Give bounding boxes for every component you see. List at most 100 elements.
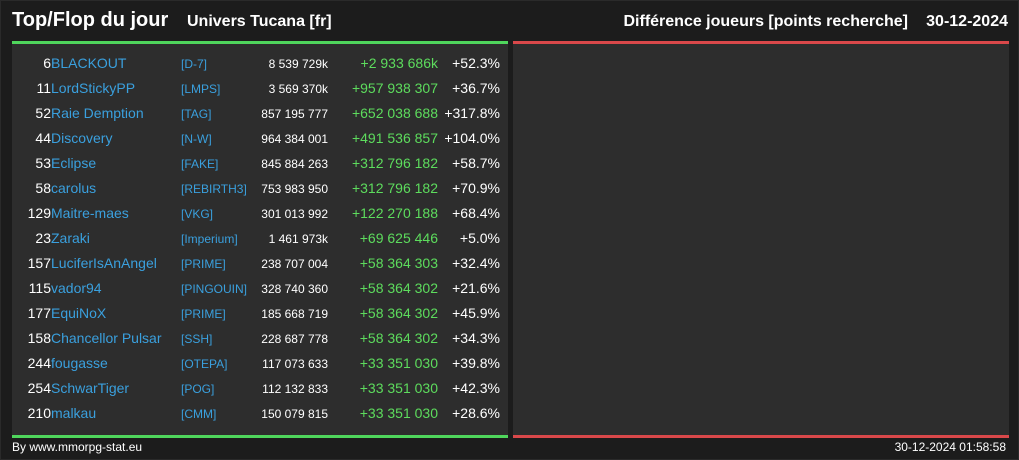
player-name-link[interactable]: malkau [51, 405, 97, 421]
alliance-tag-link[interactable]: [POG] [181, 382, 215, 396]
points-difference: +312 796 182 [351, 155, 438, 171]
player-name-link[interactable]: Eclipse [51, 155, 97, 171]
points-difference: +122 270 188 [351, 205, 438, 221]
player-rank: 254 [27, 380, 51, 396]
alliance-tag-link[interactable]: [N-W] [181, 132, 212, 146]
percent-change: +58.7% [452, 155, 500, 171]
player-points: 1 461 973k [268, 232, 328, 246]
points-difference: +33 351 030 [359, 380, 438, 396]
player-rank: 6 [43, 55, 51, 71]
player-points: 112 132 833 [262, 382, 328, 396]
player-row: 52 Raie Demption [TAG] 857 195 777 +652 038 … [12, 101, 508, 126]
alliance-tag-link[interactable]: [TAG] [181, 107, 212, 121]
percent-change: +32.4% [452, 255, 500, 271]
player-name-link[interactable]: Zaraki [51, 230, 90, 246]
player-points: 150 079 815 [261, 407, 328, 421]
alliance-tag-link[interactable]: [VKG] [181, 207, 214, 221]
alliance-tag-link[interactable]: [CMM] [181, 407, 217, 421]
player-points: 301 013 992 [261, 207, 328, 221]
percent-change: +28.6% [452, 405, 500, 421]
player-name-link[interactable]: BLACKOUT [51, 55, 127, 71]
header: Top/Flop du jour Univers Tucana [fr] Dif… [1, 1, 1019, 41]
player-row: 53 Eclipse [FAKE] 845 884 263 +312 796 182 +5… [12, 151, 508, 176]
player-name-link[interactable]: Maitre-maes [51, 205, 129, 221]
points-difference: +957 938 307 [351, 80, 438, 96]
player-row: 210 malkau [CMM] 150 079 815 +33 351 030 +28.… [12, 401, 508, 426]
player-points: 238 707 004 [261, 257, 328, 271]
player-name-link[interactable]: Discovery [51, 130, 113, 146]
player-row: 254 SchwarTiger [POG] 112 132 833 +33 351 03… [12, 376, 508, 401]
percent-change: +36.7% [452, 80, 500, 96]
player-points: 753 983 950 [261, 182, 328, 196]
player-row: 115 vador94 [PINGOUIN] 328 740 360 +58 364 3… [12, 276, 508, 301]
player-rank: 244 [27, 355, 51, 371]
universe-label: Univers Tucana [fr] [187, 13, 332, 30]
alliance-tag-link[interactable]: [Imperium] [181, 232, 238, 246]
alliance-tag-link[interactable]: [OTEPA] [181, 357, 228, 371]
percent-change: +34.3% [452, 330, 500, 346]
player-row: 58 carolus [REBIRTH3] 753 983 950 +312 796 1… [12, 176, 508, 201]
points-difference: +652 038 688 [351, 105, 438, 121]
player-name-link[interactable]: Chancellor Pulsar [51, 330, 162, 346]
points-difference: +491 536 857 [351, 130, 438, 146]
player-rank: 177 [27, 305, 51, 321]
player-rank: 52 [35, 105, 51, 121]
player-name-link[interactable]: carolus [51, 180, 97, 196]
player-points: 328 740 360 [261, 282, 328, 296]
player-name-link[interactable]: Raie Demption [51, 105, 144, 121]
points-difference: +58 364 303 [359, 255, 438, 271]
points-difference: +2 933 686k [360, 55, 438, 71]
player-points: 845 884 263 [261, 157, 328, 171]
site-credit[interactable]: By www.mmorpg-stat.eu [12, 440, 143, 454]
player-points: 857 195 777 [261, 107, 328, 121]
alliance-tag-link[interactable]: [FAKE] [181, 157, 219, 171]
player-points: 964 384 001 [261, 132, 328, 146]
alliance-tag-link[interactable]: [LMPS] [181, 82, 221, 96]
player-name-link[interactable]: SchwarTiger [51, 380, 130, 396]
player-name-link[interactable]: LordStickyPP [51, 80, 136, 96]
player-name-link[interactable]: EquiNoX [51, 305, 107, 321]
alliance-tag-link[interactable]: [REBIRTH3] [181, 182, 247, 196]
player-row: 23 Zaraki [Imperium] 1 461 973k +69 625 446 +… [12, 226, 508, 251]
percent-change: +52.3% [452, 55, 500, 71]
percent-change: +70.9% [452, 180, 500, 196]
alliance-tag-link[interactable]: [PINGOUIN] [181, 282, 248, 296]
alliance-tag-link[interactable]: [PRIME] [181, 307, 226, 321]
player-name-link[interactable]: LuciferIsAnAngel [51, 255, 157, 271]
player-row: 129 Maitre-maes [VKG] 301 013 992 +122 270 1… [12, 201, 508, 226]
player-points: 228 687 778 [261, 332, 328, 346]
points-difference: +312 796 182 [351, 180, 438, 196]
player-rank: 11 [36, 80, 51, 96]
percent-change: +39.8% [452, 355, 500, 371]
player-row: 244 fougasse [OTEPA] 117 073 633 +33 351 030… [12, 351, 508, 376]
player-points: 185 668 719 [261, 307, 328, 321]
page-title: Top/Flop du jour [12, 9, 169, 31]
player-name-link[interactable]: fougasse [51, 355, 108, 371]
alliance-tag-link[interactable]: [SSH] [181, 332, 213, 346]
player-row: 177 EquiNoX [PRIME] 185 668 719 +58 364 302 +… [12, 301, 508, 326]
player-rank: 157 [27, 255, 51, 271]
player-rank: 44 [35, 130, 51, 146]
player-rank: 53 [35, 155, 51, 171]
percent-change: +104.0% [444, 130, 500, 146]
player-name-link[interactable]: vador94 [51, 280, 102, 296]
points-difference: +33 351 030 [359, 355, 438, 371]
player-points: 117 073 633 [262, 357, 328, 371]
player-row: 11 LordStickyPP [LMPS] 3 569 370k +957 938 3… [12, 76, 508, 101]
player-rank: 23 [35, 230, 51, 246]
points-difference: +58 364 302 [359, 330, 438, 346]
player-row: 157 LuciferIsAnAngel [PRIME] 238 707 004 +58… [12, 251, 508, 276]
percent-change: +21.6% [452, 280, 500, 296]
metric-label: Différence joueurs [points recherche] [623, 13, 908, 30]
points-difference: +33 351 030 [359, 405, 438, 421]
percent-change: +5.0% [459, 230, 500, 246]
player-rank: 58 [35, 180, 51, 196]
alliance-tag-link[interactable]: [PRIME] [181, 257, 226, 271]
flop-players-panel [513, 41, 1009, 438]
points-difference: +69 625 446 [359, 230, 438, 246]
alliance-tag-link[interactable]: [D-7] [181, 57, 208, 71]
player-points: 8 539 729k [268, 57, 328, 71]
points-difference: +58 364 302 [359, 305, 438, 321]
percent-change: +42.3% [452, 380, 500, 396]
